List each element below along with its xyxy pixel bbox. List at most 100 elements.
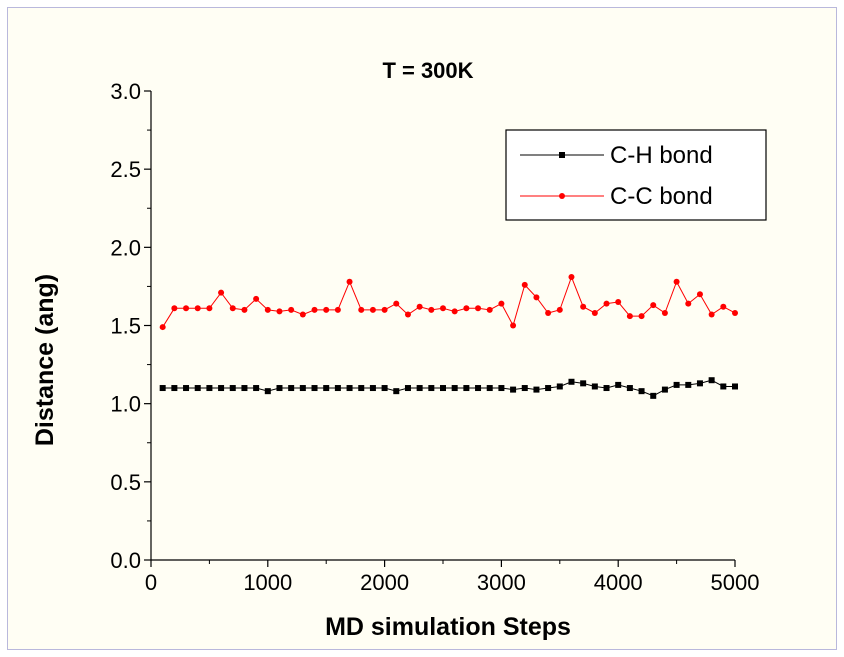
data-point bbox=[171, 385, 178, 392]
series-layer bbox=[159, 274, 738, 399]
y-axis-label: Distance (ang) bbox=[31, 274, 59, 446]
data-point bbox=[159, 385, 166, 392]
y-tick-label: 1.5 bbox=[110, 314, 141, 339]
series-line bbox=[162, 379, 735, 397]
data-point bbox=[241, 385, 248, 392]
y-tick-label: 0.0 bbox=[110, 548, 141, 573]
data-point bbox=[323, 385, 330, 392]
data-point bbox=[510, 322, 517, 329]
data-point bbox=[346, 385, 353, 392]
data-point bbox=[650, 392, 657, 399]
data-point bbox=[381, 306, 388, 313]
data-point bbox=[475, 385, 482, 392]
data-point bbox=[521, 385, 528, 392]
data-point bbox=[533, 386, 540, 393]
y-tick-label: 2.5 bbox=[110, 157, 141, 182]
x-tick-label: 2000 bbox=[360, 570, 409, 595]
data-point bbox=[416, 385, 423, 392]
chart-title: T = 300K bbox=[382, 58, 473, 83]
data-point bbox=[568, 378, 575, 385]
data-point bbox=[463, 305, 470, 312]
data-point bbox=[346, 278, 353, 285]
data-point bbox=[521, 281, 528, 288]
data-point bbox=[369, 306, 376, 313]
data-point bbox=[603, 385, 610, 392]
data-point bbox=[486, 306, 493, 313]
data-point bbox=[556, 306, 563, 313]
data-point bbox=[720, 303, 727, 310]
data-point bbox=[276, 385, 283, 392]
data-point bbox=[194, 385, 201, 392]
x-tick-label: 5000 bbox=[711, 570, 760, 595]
data-point bbox=[545, 385, 552, 392]
data-point bbox=[708, 311, 715, 318]
y-tick-label: 1.0 bbox=[110, 392, 141, 417]
data-point bbox=[440, 305, 446, 312]
data-point bbox=[334, 306, 341, 313]
data-point bbox=[673, 278, 680, 285]
data-point bbox=[533, 294, 540, 301]
data-point bbox=[720, 383, 727, 390]
data-point bbox=[311, 306, 318, 313]
data-point bbox=[393, 300, 400, 307]
data-point bbox=[463, 385, 470, 392]
data-point bbox=[545, 309, 552, 316]
legend: C-H bond C-C bond bbox=[505, 129, 767, 221]
data-point bbox=[183, 385, 190, 392]
data-point bbox=[603, 300, 610, 307]
data-point bbox=[334, 385, 341, 392]
legend-label: C-H bond bbox=[610, 142, 713, 169]
data-point bbox=[615, 299, 622, 306]
data-point bbox=[696, 291, 703, 298]
data-point bbox=[475, 305, 482, 312]
data-point bbox=[498, 300, 505, 307]
data-point bbox=[229, 305, 236, 312]
data-point bbox=[276, 308, 283, 315]
x-tick-label: 4000 bbox=[594, 570, 643, 595]
data-point bbox=[615, 381, 622, 388]
data-point bbox=[288, 306, 295, 313]
data-point bbox=[229, 385, 236, 392]
data-point bbox=[580, 380, 587, 387]
data-point bbox=[264, 388, 271, 395]
data-point bbox=[638, 388, 645, 395]
series-line bbox=[162, 275, 736, 328]
data-point bbox=[299, 385, 306, 392]
data-point bbox=[451, 385, 458, 392]
data-point bbox=[673, 381, 680, 388]
data-point bbox=[732, 383, 738, 390]
data-point bbox=[206, 385, 213, 392]
data-point bbox=[404, 385, 411, 392]
data-point bbox=[218, 385, 225, 392]
series-1 bbox=[159, 377, 738, 399]
data-point bbox=[696, 380, 703, 387]
data-point bbox=[404, 311, 411, 318]
data-point bbox=[369, 385, 376, 392]
legend-item: C-H bond bbox=[520, 142, 713, 169]
data-point bbox=[393, 388, 400, 395]
data-point bbox=[288, 385, 295, 392]
data-point bbox=[498, 385, 505, 392]
data-point bbox=[661, 309, 668, 316]
axes: 0.0 0.5 1.0 1.5 2.0 2.5 3.0 0 1000 2000 3000 4000 50… bbox=[110, 79, 759, 595]
data-point bbox=[626, 313, 633, 320]
legend-marker bbox=[559, 193, 565, 199]
data-point bbox=[440, 385, 446, 392]
data-point bbox=[591, 309, 598, 316]
data-point bbox=[685, 300, 692, 307]
data-point bbox=[311, 385, 318, 392]
data-point bbox=[299, 311, 306, 318]
series-2 bbox=[159, 274, 738, 331]
data-point bbox=[591, 383, 598, 390]
data-point bbox=[358, 306, 365, 313]
data-point bbox=[568, 274, 575, 281]
data-point bbox=[556, 383, 563, 390]
legend-box bbox=[505, 129, 767, 221]
data-point bbox=[218, 289, 225, 296]
y-tick-label: 0.5 bbox=[110, 470, 141, 495]
data-point bbox=[159, 324, 166, 331]
x-tick-label: 0 bbox=[145, 570, 157, 595]
line-chart: T = 300K MD simulation Steps Distance (a… bbox=[31, 58, 767, 641]
x-tick-label: 1000 bbox=[243, 570, 292, 595]
data-point bbox=[428, 306, 435, 313]
